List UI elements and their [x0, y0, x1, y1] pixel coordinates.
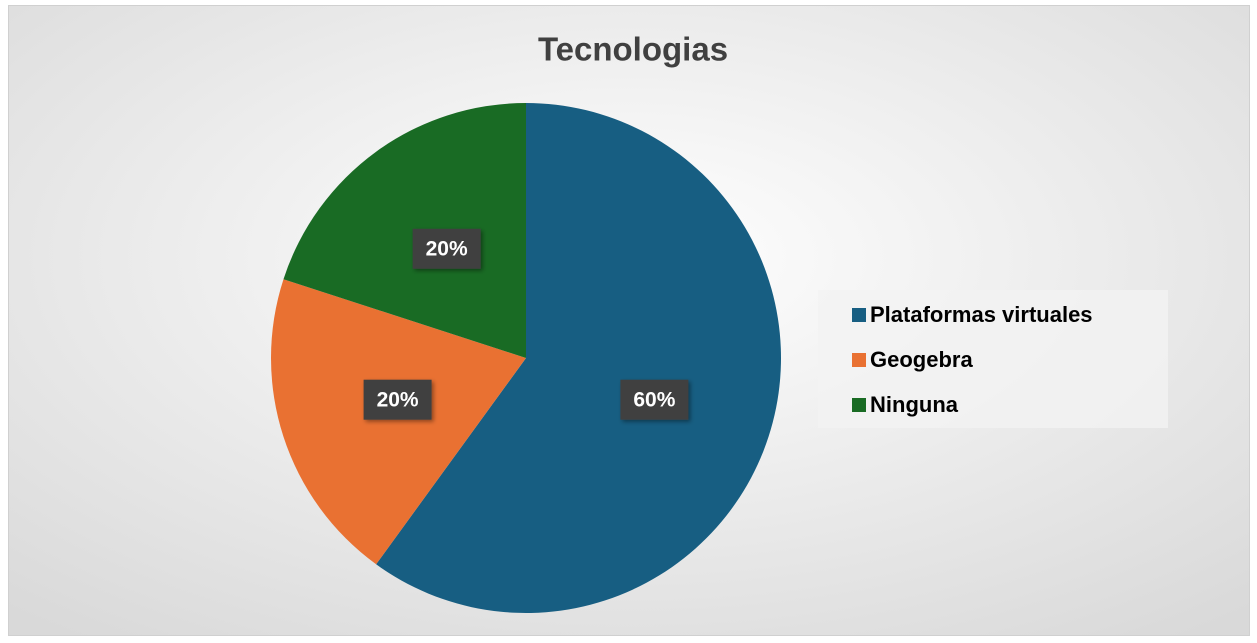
- data-label: 60%: [633, 388, 675, 411]
- legend-label: Ninguna: [870, 392, 959, 417]
- legend-swatch: [852, 308, 866, 322]
- data-label-box: [412, 228, 481, 269]
- chart-title: Tecnologias: [538, 31, 728, 68]
- data-label: 20%: [377, 388, 419, 411]
- legend-label: Geogebra: [870, 347, 973, 372]
- legend-swatch: [852, 353, 866, 367]
- pie-slice: [283, 103, 526, 358]
- pie-slice: [271, 279, 526, 565]
- pie-slice: [376, 103, 782, 613]
- legend: [818, 290, 1168, 428]
- data-label: 20%: [426, 237, 468, 260]
- data-label-box: [620, 379, 689, 420]
- data-label-box: [363, 379, 432, 420]
- legend-label: Plataformas virtuales: [870, 302, 1093, 327]
- legend-swatch: [852, 398, 866, 412]
